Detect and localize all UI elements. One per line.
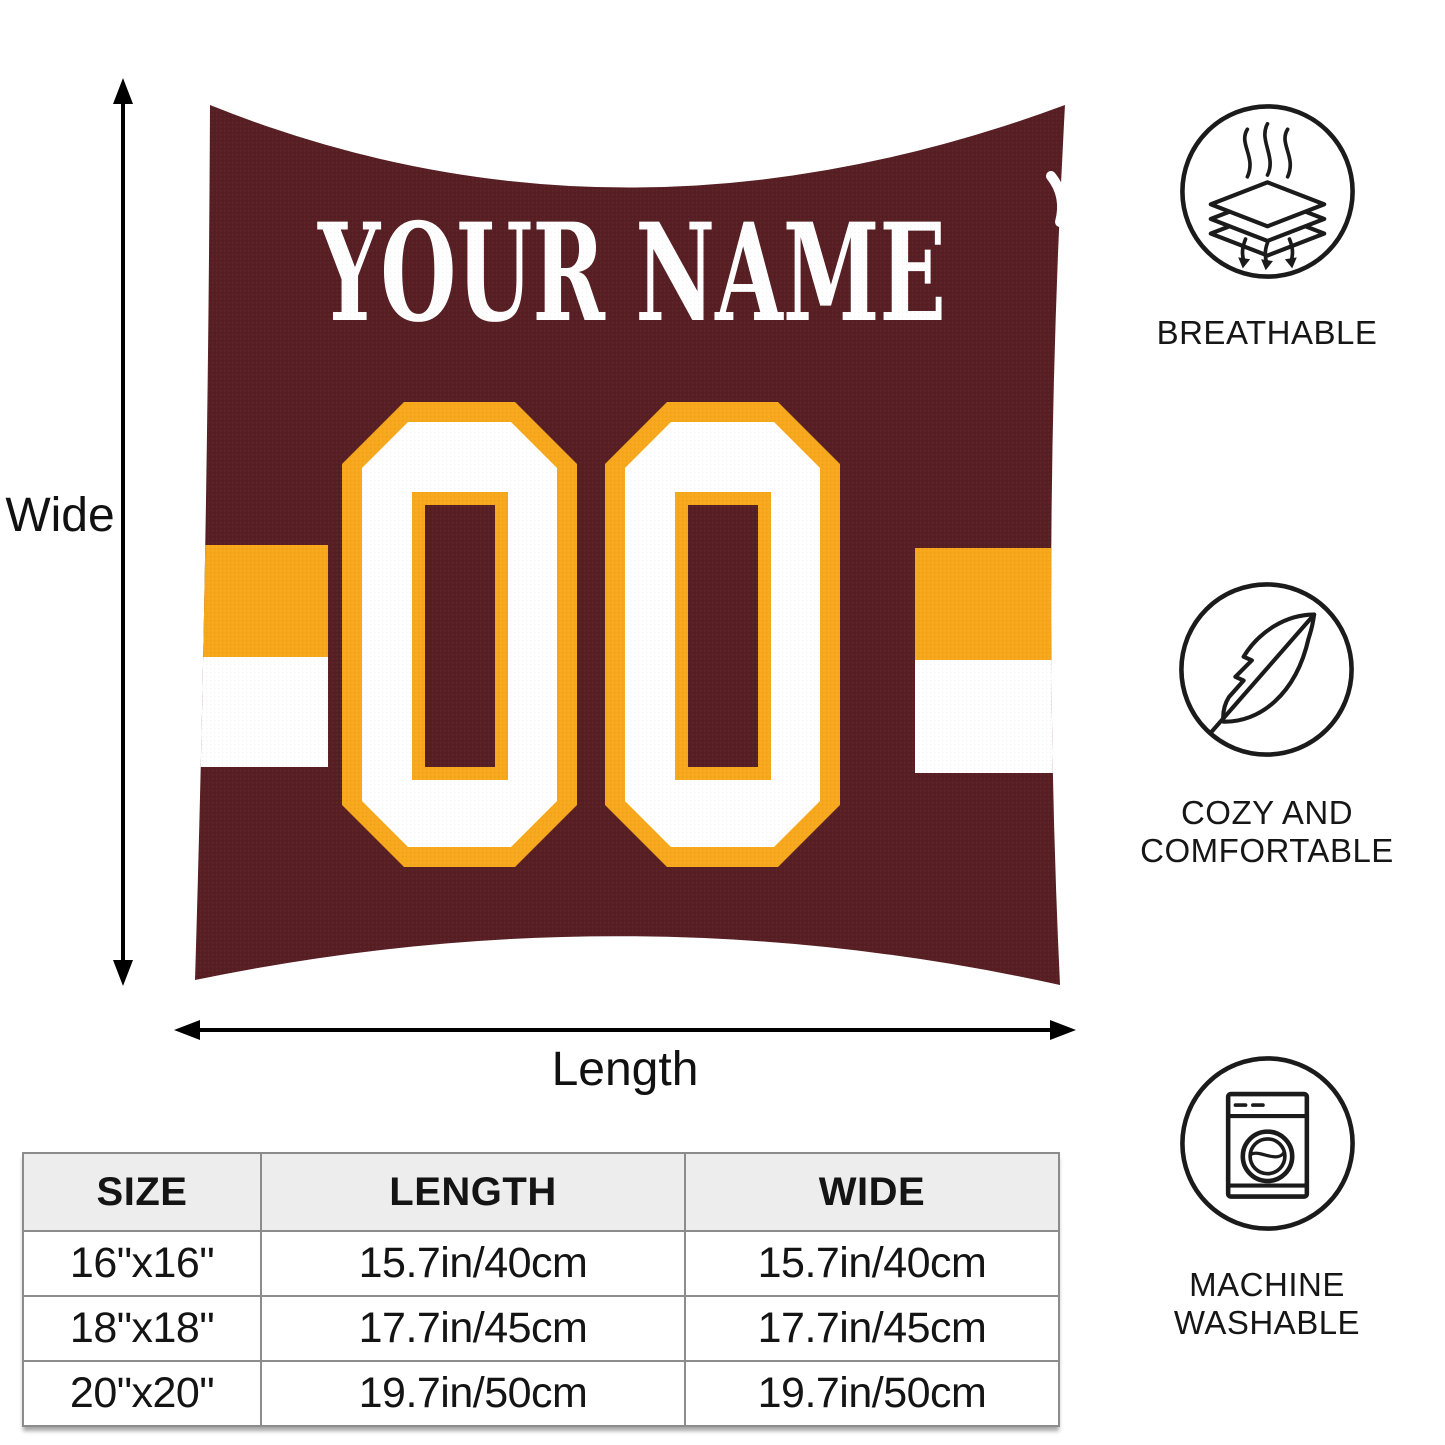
size-cell: 20"x20" [22,1360,262,1427]
wide-dimension-arrow [113,78,133,986]
length-label: Length [551,1043,699,1096]
length-cell: 19.7in/50cm [260,1360,686,1427]
machine-washable-label-line1: MACHINE [1189,1266,1345,1303]
pillow-graphic: YOUR NAME [195,105,1068,985]
size-table-row-20: 20"x20" 19.7in/50cm 19.7in/50cm [22,1360,1060,1427]
cozy-label-line1: COZY AND [1180,794,1354,831]
size-cell: 18"x18" [22,1295,262,1362]
washing-machine-icon [1180,1056,1355,1231]
size-table-header-wide: WIDE [684,1152,1060,1232]
size-table-row-18: 18"x18" 17.7in/45cm 17.7in/45cm [22,1295,1060,1362]
size-table-header-size: SIZE [22,1152,262,1232]
size-table-header-row: SIZE LENGTH WIDE [22,1152,1060,1232]
feather-icon [1179,582,1354,757]
length-dimension-arrow [174,1020,1076,1040]
wide-cell: 15.7in/40cm [684,1230,1060,1297]
breathable-icon [1180,104,1355,279]
length-cell: 17.7in/45cm [260,1295,686,1362]
fabric-texture [195,105,1065,985]
size-cell: 16"x16" [22,1230,262,1297]
wide-label: Wide [5,489,115,542]
wide-cell: 19.7in/50cm [684,1360,1060,1427]
size-table-row-16: 16"x16" 15.7in/40cm 15.7in/40cm [22,1230,1060,1297]
wide-cell: 17.7in/45cm [684,1295,1060,1362]
length-cell: 15.7in/40cm [260,1230,686,1297]
cozy-label-line2: COMFORTABLE [1140,832,1394,869]
zipper-tag [1046,171,1068,227]
breathable-label: BREATHABLE [1156,314,1378,351]
machine-washable-label-line2: WASHABLE [1173,1304,1361,1341]
size-table-header-length: LENGTH [260,1152,686,1232]
size-table: SIZE LENGTH WIDE 16"x16" 15.7in/40cm 15.… [22,1152,1060,1427]
